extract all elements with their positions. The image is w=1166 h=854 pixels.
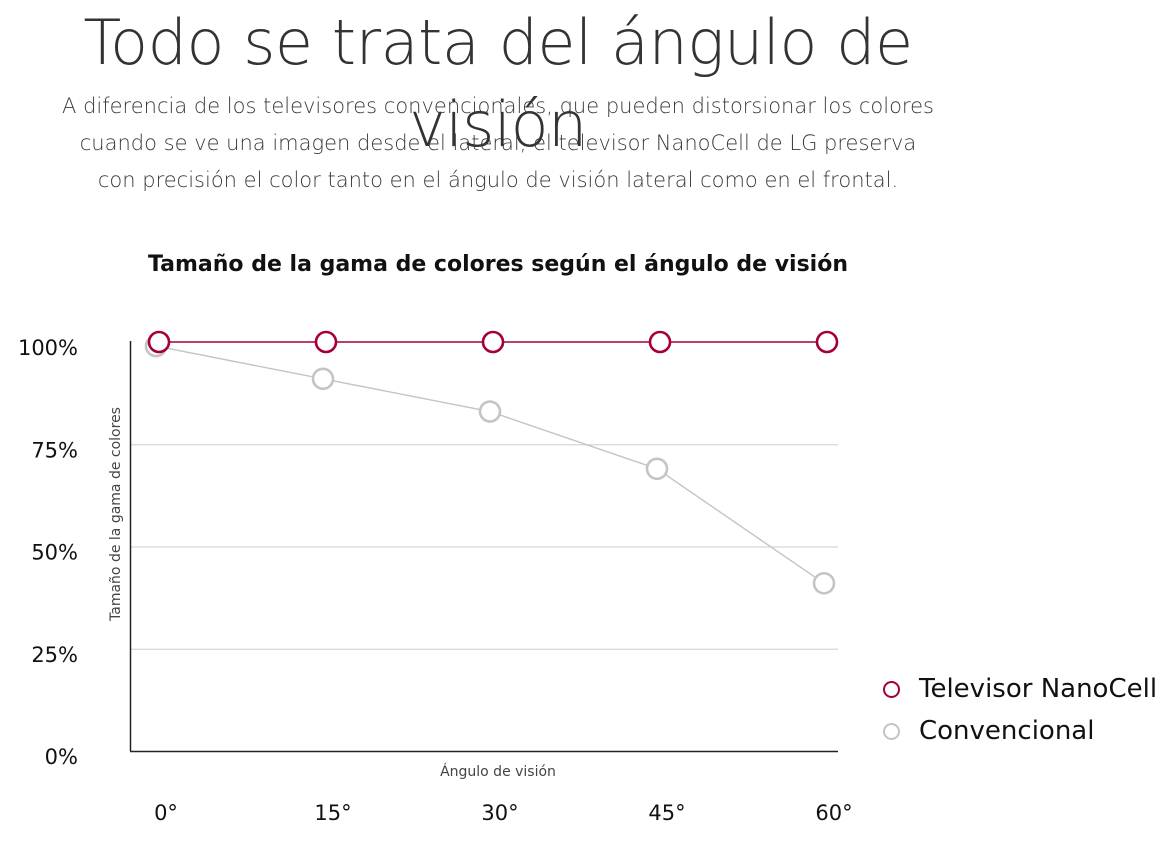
data-point	[311, 367, 335, 391]
x-tick-label: 30°	[481, 801, 518, 825]
axes	[129, 341, 838, 753]
series-nanocell	[147, 330, 839, 354]
series-convencional	[144, 334, 836, 595]
data-point	[812, 572, 836, 595]
series-line	[155, 345, 825, 584]
legend-item-convencional: Convencional	[880, 710, 1166, 752]
legend-label-convencional: Convencional	[919, 716, 1095, 746]
gridlines	[131, 444, 838, 650]
y-tick-label: 50%	[31, 541, 78, 565]
y-tick-labels: 100% 75% 50% 25% 0%	[18, 336, 78, 769]
x-tick-label: 0°	[154, 801, 178, 825]
x-axis-label: Ángulo de visión	[440, 763, 556, 780]
x-tick-label: 15°	[314, 801, 351, 825]
legend-marker-nanocell	[883, 680, 900, 698]
data-point	[645, 457, 669, 481]
page-description: A diferencia de los televisores convenci…	[62, 94, 934, 192]
x-tick-label: 45°	[648, 801, 685, 825]
data-point	[478, 400, 502, 423]
series-layer	[144, 330, 839, 595]
data-point	[648, 330, 672, 354]
legend-label-nanocell: Televisor NanoCell	[919, 674, 1158, 704]
y-tick-label: 25%	[31, 643, 78, 667]
x-tick-label: 60°	[815, 801, 852, 825]
data-point	[815, 330, 839, 354]
y-tick-label: 100%	[18, 336, 78, 360]
y-tick-label: 75%	[31, 438, 78, 462]
legend: Televisor NanoCell Convencional	[880, 668, 1166, 752]
chart-title: Tamaño de la gama de colores según el án…	[147, 252, 848, 277]
data-point	[147, 330, 171, 354]
legend-item-nanocell: Televisor NanoCell	[880, 668, 1166, 710]
legend-marker-convencional	[883, 722, 900, 740]
y-tick-label: 0%	[45, 745, 78, 769]
y-axis-label: Tamaño de la gama de colores	[108, 407, 124, 622]
data-point	[481, 330, 505, 354]
x-tick-labels: 0° 15° 30° 45° 60°	[154, 801, 853, 825]
page-title: Todo se trata del ángulo de visión	[83, 6, 913, 161]
data-point	[314, 330, 338, 354]
